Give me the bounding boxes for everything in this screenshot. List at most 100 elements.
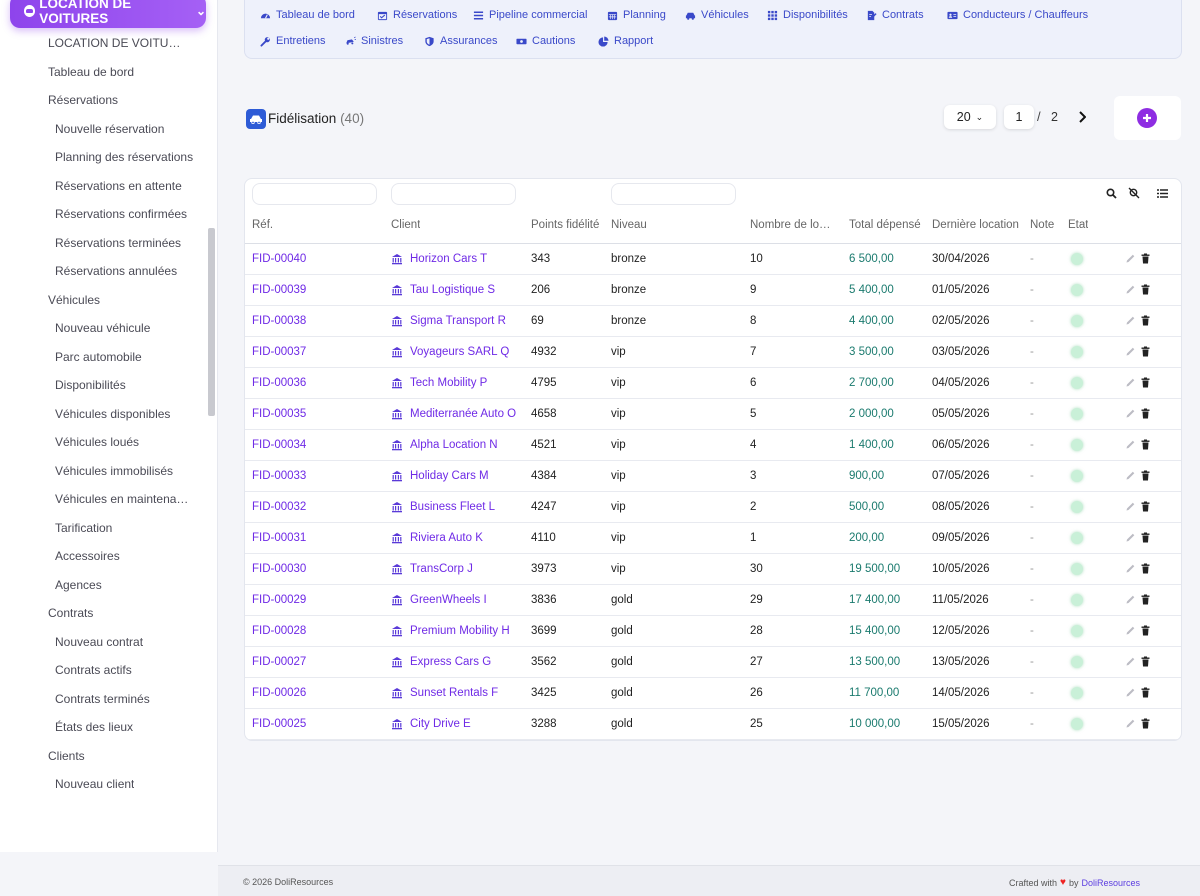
column-header-niveau[interactable]: Niveau [611,219,647,231]
table-row[interactable]: FID-00030 TransCorp J 3973 vip 30 19 500,00 10… [245,554,1181,585]
ref-link[interactable]: FID-00025 [252,718,307,730]
footer-brand-link[interactable]: DoliResources [1081,877,1140,888]
sidebar-item[interactable]: Véhicules en maintenance [0,485,217,514]
edit-icon[interactable] [1125,346,1136,357]
edit-icon[interactable] [1125,439,1136,450]
list-options-icon[interactable] [1155,186,1169,200]
table-row[interactable]: FID-00040 Horizon Cars T 343 bronze 10 6 500,… [245,244,1181,275]
client-link[interactable]: Express Cars G [391,656,491,668]
sidebar-item[interactable]: Clients [0,742,217,771]
nav-item[interactable]: Réservations [377,9,457,21]
ref-link[interactable]: FID-00040 [252,253,307,265]
sidebar-item[interactable]: Nouveau véhicule [0,314,217,343]
sidebar-item[interactable]: Tarification [0,514,217,543]
table-row[interactable]: FID-00034 Alpha Location N 4521 vip 4 1 400,0… [245,430,1181,461]
sidebar-item[interactable]: Contrats actifs [0,656,217,685]
trash-icon[interactable] [1140,501,1151,512]
client-link[interactable]: City Drive E [391,718,471,730]
next-page-icon[interactable] [1074,107,1090,127]
client-link[interactable]: Sigma Transport R [391,315,506,327]
sidebar-item[interactable]: Véhicules loués [0,428,217,457]
edit-icon[interactable] [1125,253,1136,264]
client-link[interactable]: Tech Mobility P [391,377,487,389]
sidebar-item[interactable]: Réservations annulées [0,257,217,286]
nav-item[interactable]: Planning [607,9,666,21]
ref-link[interactable]: FID-00034 [252,439,307,451]
trash-icon[interactable] [1140,346,1151,357]
trash-icon[interactable] [1140,470,1151,481]
client-link[interactable]: Alpha Location N [391,439,498,451]
search-icon[interactable] [1104,186,1118,200]
column-header-nb-locations[interactable]: Nombre de locations [750,219,834,231]
ref-link[interactable]: FID-00027 [252,656,307,668]
sidebar-item[interactable]: Nouvelle réservation [0,115,217,144]
column-header-total[interactable]: Total dépensé [849,219,921,231]
ref-link[interactable]: FID-00032 [252,501,307,513]
edit-icon[interactable] [1125,594,1136,605]
edit-icon[interactable] [1125,501,1136,512]
nav-item[interactable]: Contrats [866,9,924,21]
sidebar-item[interactable]: Réservations [0,86,217,115]
nav-item[interactable]: Assurances [424,35,497,47]
table-row[interactable]: FID-00035 Mediterranée Auto O 4658 vip 5 2 00… [245,399,1181,430]
edit-icon[interactable] [1125,470,1136,481]
column-header-note[interactable]: Note [1030,219,1055,231]
edit-icon[interactable] [1125,284,1136,295]
trash-icon[interactable] [1140,315,1151,326]
sidebar-item[interactable]: Contrats terminés [0,685,217,714]
nav-item[interactable]: Sinistres [345,35,403,47]
edit-icon[interactable] [1125,718,1136,729]
filter-niveau-input[interactable] [611,183,736,205]
table-row[interactable]: FID-00033 Holiday Cars M 4384 vip 3 900,00 07/… [245,461,1181,492]
table-row[interactable]: FID-00032 Business Fleet L 4247 vip 2 500,00 0… [245,492,1181,523]
table-row[interactable]: FID-00027 Express Cars G 3562 gold 27 13 500,… [245,647,1181,678]
client-link[interactable]: Tau Logistique S [391,284,495,296]
sidebar-item[interactable]: Agences [0,571,217,600]
sidebar-item[interactable]: Parc automobile [0,343,217,372]
nav-item[interactable]: Tableau de bord [260,9,355,21]
ref-link[interactable]: FID-00033 [252,470,307,482]
filter-client-input[interactable] [391,183,516,205]
sidebar-item[interactable]: Véhicules immobilisés [0,457,217,486]
table-row[interactable]: FID-00028 Premium Mobility H 3699 gold 28 15 … [245,616,1181,647]
client-link[interactable]: Premium Mobility H [391,625,510,637]
ref-link[interactable]: FID-00029 [252,594,307,606]
client-link[interactable]: Riviera Auto K [391,532,483,544]
sidebar-item[interactable]: Disponibilités [0,371,217,400]
ref-link[interactable]: FID-00031 [252,532,307,544]
ref-link[interactable]: FID-00036 [252,377,307,389]
column-header-last-rental[interactable]: Dernière location [932,219,1019,231]
sidebar-scrollbar[interactable] [208,228,215,416]
trash-icon[interactable] [1140,656,1151,667]
column-header-points[interactable]: Points fidélité [531,219,600,231]
ref-link[interactable]: FID-00037 [252,346,307,358]
add-record-button[interactable] [1137,108,1157,128]
column-header-client[interactable]: Client [391,219,421,231]
nav-item[interactable]: Pipeline commercial [473,9,587,21]
client-link[interactable]: GreenWheels I [391,594,487,606]
sidebar-item[interactable]: États des lieux [0,713,217,742]
nav-item[interactable]: Conducteurs / Chauffeurs [947,9,1088,21]
client-link[interactable]: Holiday Cars M [391,470,489,482]
edit-icon[interactable] [1125,656,1136,667]
trash-icon[interactable] [1140,408,1151,419]
edit-icon[interactable] [1125,377,1136,388]
nav-item[interactable]: Disponibilités [767,9,848,21]
sidebar-item[interactable]: Réservations en attente [0,172,217,201]
module-dropdown-button[interactable]: LOCATION DE VOITURES ⌄ [10,0,206,28]
ref-link[interactable]: FID-00035 [252,408,307,420]
client-link[interactable]: Sunset Rentals F [391,687,498,699]
nav-item[interactable]: Entretiens [260,35,326,47]
trash-icon[interactable] [1140,687,1151,698]
trash-icon[interactable] [1140,253,1151,264]
nav-item[interactable]: Véhicules [685,9,749,21]
trash-icon[interactable] [1140,439,1151,450]
edit-icon[interactable] [1125,625,1136,636]
client-link[interactable]: Voyageurs SARL Q [391,346,509,358]
ref-link[interactable]: FID-00038 [252,315,307,327]
table-row[interactable]: FID-00038 Sigma Transport R 69 bronze 8 4 400… [245,306,1181,337]
trash-icon[interactable] [1140,532,1151,543]
sidebar-item[interactable]: Véhicules disponibles [0,400,217,429]
client-link[interactable]: TransCorp J [391,563,473,575]
edit-icon[interactable] [1125,563,1136,574]
